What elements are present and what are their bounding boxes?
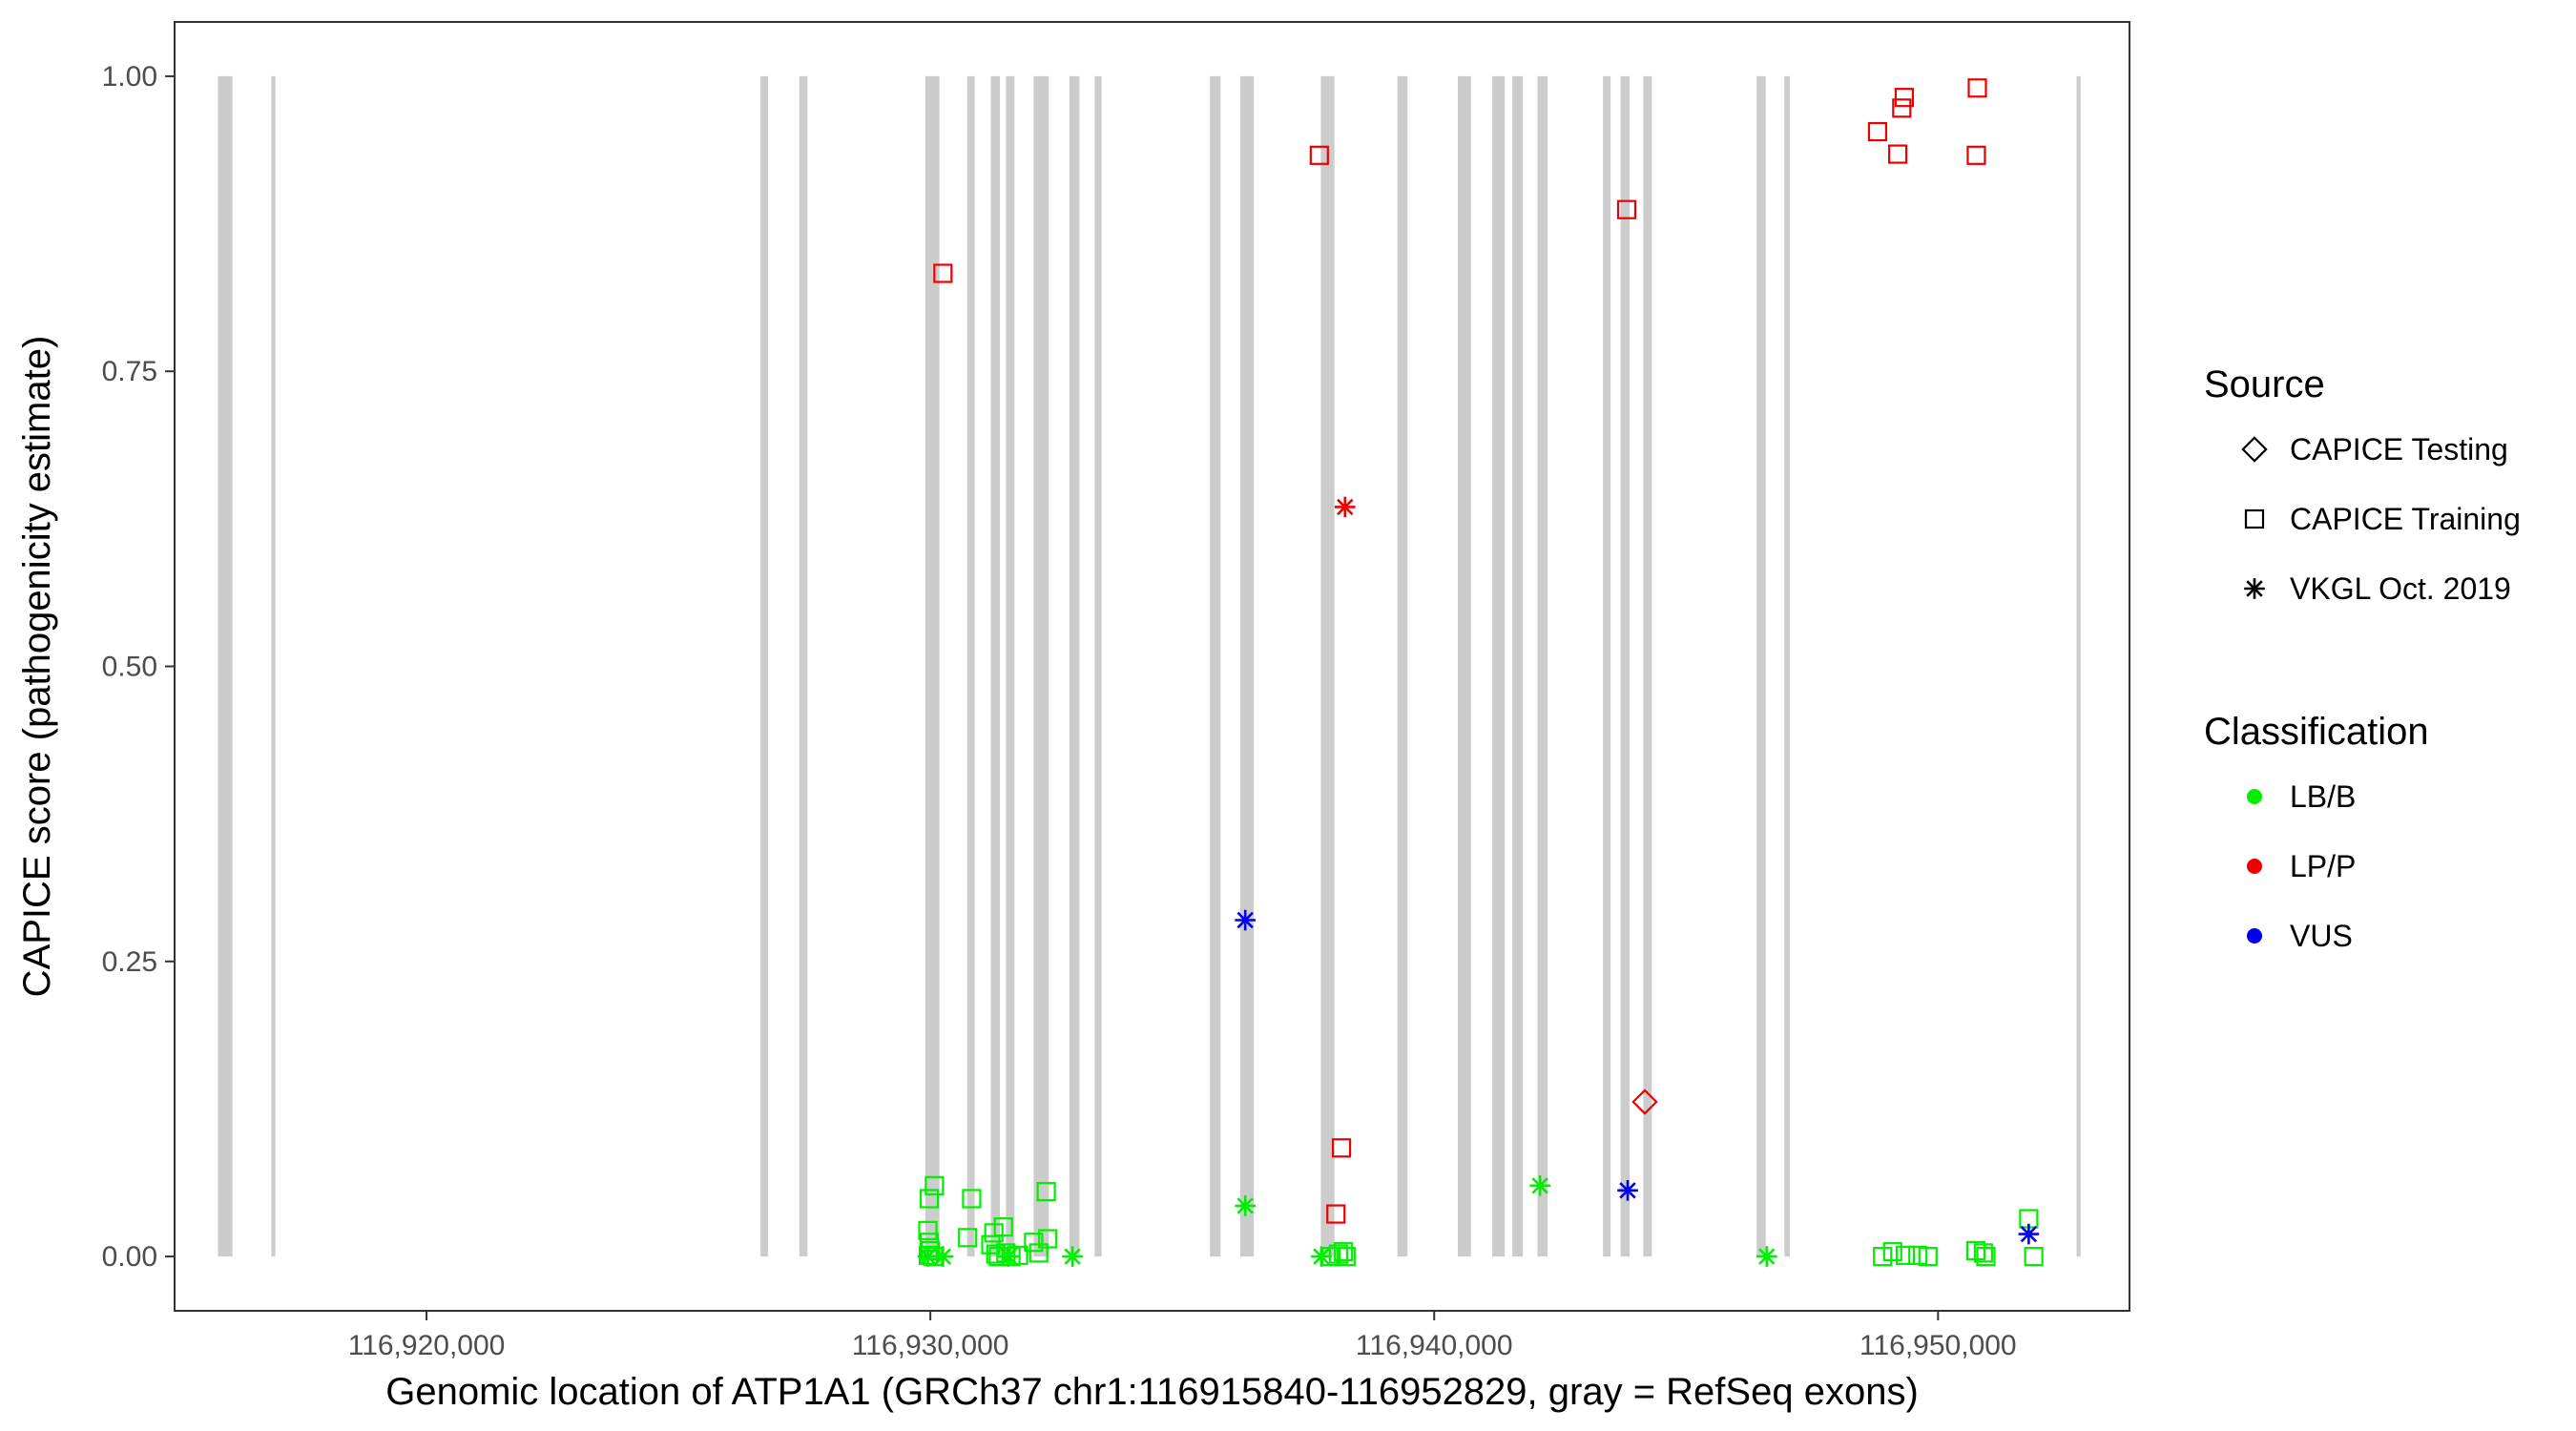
point-square-lbb	[1895, 1245, 1916, 1265]
exon-band	[966, 75, 975, 1257]
point-square-lbb	[919, 1189, 940, 1209]
point-square-lpp	[1887, 144, 1908, 164]
point-asterisk-lbb	[1062, 1246, 1083, 1267]
exon-band	[1006, 75, 1015, 1257]
exon-band	[1537, 75, 1548, 1257]
y-axis-title: CAPICE score (pathogenicity estimate)	[16, 336, 58, 998]
point-square-lbb	[1973, 1243, 1993, 1263]
point-asterisk-lbb	[1529, 1175, 1550, 1196]
point-asterisk-vus	[1617, 1180, 1638, 1201]
exon-band	[1320, 75, 1335, 1257]
legend-key-asterisk	[2244, 578, 2265, 599]
exon-band	[1397, 75, 1408, 1257]
data-points	[917, 78, 2044, 1267]
legend-key-diamond	[2241, 436, 2268, 463]
point-square-lpp	[1331, 1138, 1352, 1158]
legend-key-dot	[2247, 859, 2262, 874]
exon-band	[1491, 75, 1506, 1257]
exon-band	[1033, 75, 1049, 1257]
point-square-lbb	[1918, 1246, 1938, 1267]
x-tick-label: 116,930,000	[852, 1330, 1009, 1361]
x-tick-label: 116,950,000	[1859, 1330, 2017, 1361]
point-square-lbb	[962, 1189, 982, 1209]
exon-band	[799, 75, 808, 1257]
exon-band	[271, 75, 276, 1257]
legend: Source Classification CAPICE Testing CAPI…	[2204, 363, 2521, 953]
point-asterisk-vus	[2018, 1223, 2040, 1245]
exon-band	[1643, 75, 1652, 1257]
exon-band	[1603, 75, 1611, 1257]
exon-band	[2076, 75, 2081, 1257]
point-square-lpp	[1326, 1204, 1346, 1224]
exon-band	[1069, 75, 1080, 1257]
legend-label: CAPICE Training	[2290, 502, 2521, 536]
point-square-lpp	[1966, 145, 1986, 165]
point-asterisk-lbb	[1235, 1195, 1256, 1216]
exon-band	[1210, 75, 1221, 1257]
legend-key-square	[2244, 508, 2265, 529]
exon-band	[1756, 75, 1766, 1257]
point-square-lpp	[933, 263, 953, 283]
exon-band	[218, 75, 233, 1257]
point-asterisk-lpp	[1334, 496, 1356, 518]
legend-label: VKGL Oct. 2019	[2290, 571, 2511, 606]
point-square-lbb	[1024, 1233, 1044, 1253]
exon-band	[1094, 75, 1102, 1257]
point-square-lpp	[1892, 98, 1912, 118]
point-square-lbb	[1028, 1243, 1049, 1263]
point-square-lbb	[1908, 1245, 1928, 1265]
x-tick-label: 116,920,000	[348, 1330, 506, 1361]
point-square-lbb	[1336, 1246, 1356, 1267]
exon-band	[1784, 75, 1791, 1257]
legend-key-dot	[2247, 789, 2262, 804]
exon-band	[1458, 75, 1471, 1257]
legend-label: LP/P	[2290, 849, 2356, 883]
point-square-lbb	[1976, 1246, 1996, 1267]
exon-band	[760, 75, 769, 1257]
legend-classification-title: Classification	[2204, 711, 2429, 753]
point-square-lbb	[1873, 1246, 1893, 1267]
point-square-lbb	[918, 1220, 938, 1240]
exon-band	[1620, 75, 1631, 1257]
y-tick-label: 0.75	[102, 356, 157, 387]
point-asterisk-lbb	[1755, 1246, 1777, 1267]
point-asterisk-lbb	[998, 1246, 1019, 1267]
point-square-lpp	[1967, 78, 1987, 98]
point-asterisk-lbb	[932, 1246, 954, 1267]
point-square-lbb	[993, 1217, 1013, 1237]
x-tick-label: 116,940,000	[1356, 1330, 1513, 1361]
point-square-lpp	[1309, 145, 1329, 165]
y-tick-label: 0.00	[102, 1241, 157, 1273]
x-axis-title: Genomic location of ATP1A1 (GRCh37 chr1:…	[385, 1371, 1919, 1413]
exon-band	[990, 75, 1001, 1257]
exon-bands	[218, 75, 2081, 1257]
point-square-lbb	[958, 1228, 978, 1248]
exon-band	[1239, 75, 1255, 1257]
point-square-lpp	[1867, 121, 1888, 142]
point-asterisk-vus	[1235, 909, 1256, 931]
point-square-lbb	[2024, 1246, 2044, 1267]
point-square-lbb	[1882, 1242, 1902, 1262]
legend-label: CAPICE Testing	[2290, 432, 2508, 467]
point-diamond-lpp	[1631, 1089, 1658, 1115]
legend-label: VUS	[2290, 919, 2353, 953]
point-asterisk-lbb	[1311, 1246, 1332, 1267]
point-square-lpp	[1616, 199, 1637, 219]
point-square-lbb	[924, 1175, 945, 1195]
exon-band	[1512, 75, 1524, 1257]
point-square-lbb	[1334, 1242, 1354, 1262]
axis-ticks: 116,920,000 116,930,000 116,940,000 116,950…	[102, 61, 2017, 1361]
point-square-lpp	[1894, 88, 1915, 108]
legend-label: LB/B	[2290, 779, 2356, 814]
y-tick-label: 1.00	[102, 61, 157, 93]
legend-source-title: Source	[2204, 363, 2325, 405]
exon-band	[924, 75, 940, 1257]
y-tick-label: 0.50	[102, 652, 157, 683]
point-square-lbb	[1036, 1181, 1056, 1202]
legend-key-dot	[2247, 928, 2262, 944]
y-tick-label: 0.25	[102, 946, 157, 978]
